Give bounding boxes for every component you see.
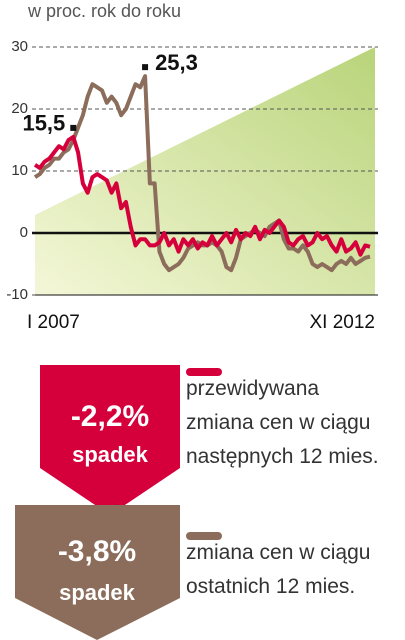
series-line — [33, 134, 371, 257]
x-tick-label: XI 2012 — [310, 312, 376, 333]
value-label: 25,3 — [155, 50, 198, 75]
y-tick-label: 30 — [11, 38, 28, 55]
point-marker — [70, 124, 77, 131]
y-tick-label: 0 — [20, 224, 28, 241]
y-tick-label: 20 — [11, 100, 28, 117]
change-text: spadek — [72, 442, 149, 467]
change-arrow — [15, 505, 180, 640]
legend-text: zmiana cen w ciągu ostatnich 12 mies. — [186, 541, 371, 598]
point-marker — [142, 64, 149, 71]
x-tick-label: I 2007 — [27, 312, 80, 333]
legend-text: przewidywana zmiana cen w ciągu następny… — [186, 377, 379, 468]
change-value: -2,2% — [71, 400, 149, 433]
legend-swatch — [186, 368, 222, 376]
background-area — [35, 47, 375, 295]
y-tick-label: 10 — [11, 162, 28, 179]
change-value: -3,8% — [58, 535, 136, 568]
subtitle: w proc. rok do roku — [27, 1, 181, 21]
change-arrow — [40, 365, 180, 515]
value-label: 15,5 — [22, 111, 65, 136]
y-tick-label: -10 — [6, 286, 28, 303]
change-text: spadek — [59, 580, 136, 605]
legend-swatch — [186, 532, 222, 540]
